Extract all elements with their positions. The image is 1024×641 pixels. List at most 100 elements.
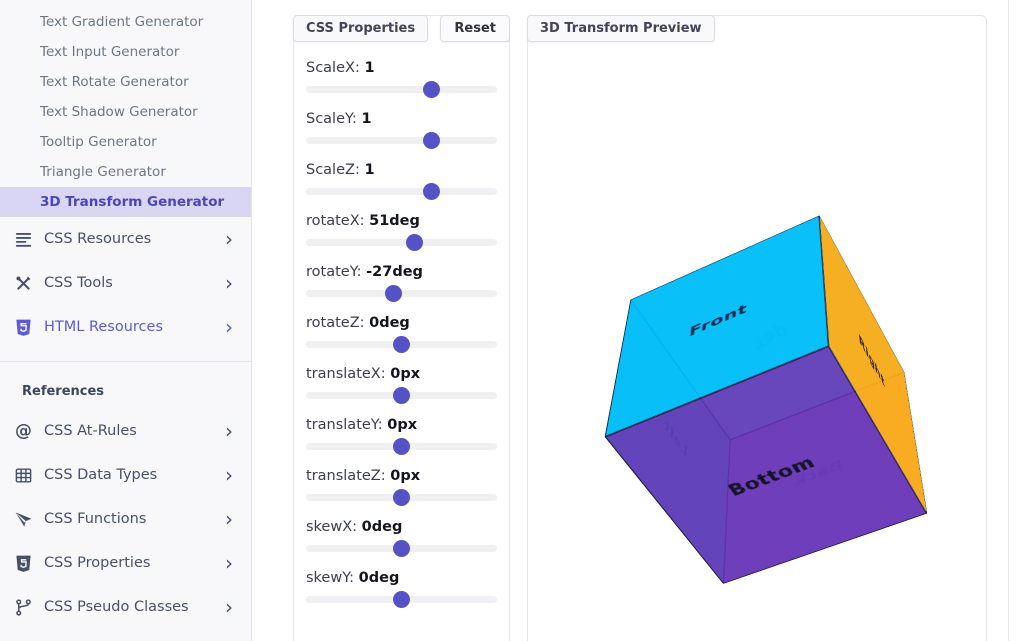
- slider-track-scalez[interactable]: [306, 188, 497, 195]
- cube-face-label: Bottom: [724, 452, 819, 500]
- slider-name: rotateX:: [306, 213, 369, 229]
- slider-name: translateZ:: [306, 468, 390, 484]
- chevron-right-icon: ›: [225, 421, 233, 441]
- sidebar-item-text-rotate-generator[interactable]: Text Rotate Generator: [0, 67, 251, 97]
- sidebar-item-css-pseudo-classes[interactable]: CSS Pseudo Classes ›: [0, 585, 251, 629]
- slider-thumb-skewy[interactable]: [393, 591, 410, 608]
- slider-row-scalex: ScaleX: 1: [306, 60, 497, 93]
- preview-panel: 3D Transform Preview BackTopLeftBottomRi…: [527, 15, 987, 641]
- slider-name: skewX:: [306, 519, 362, 535]
- sidebar-item-label: HTML Resources: [44, 319, 225, 335]
- slider-value: 51deg: [369, 213, 420, 229]
- slider-name: rotateY:: [306, 264, 366, 280]
- sidebar-item-html-resources[interactable]: HTML Resources ›: [0, 305, 251, 349]
- sidebar-item-label: CSS Properties: [44, 555, 225, 571]
- slider-thumb-translatez[interactable]: [393, 489, 410, 506]
- cube-face-label: Front: [688, 300, 747, 339]
- slider-track-rotatez[interactable]: [306, 341, 497, 348]
- sidebar-item-label: CSS At-Rules: [44, 423, 225, 439]
- slider-value: 0px: [390, 366, 420, 382]
- cube-face-label: Right: [858, 330, 886, 391]
- paper-plane-icon: [14, 510, 33, 529]
- slider-name: translateX:: [306, 366, 390, 382]
- sidebar-item-label: CSS Functions: [44, 511, 225, 527]
- slider-value: 1: [364, 60, 374, 76]
- slider-track-rotatex[interactable]: [306, 239, 497, 246]
- slider-track-scalex[interactable]: [306, 86, 497, 93]
- cube-preview: BackTopLeftBottomRightFront: [661, 291, 881, 511]
- slider-thumb-translatey[interactable]: [393, 438, 410, 455]
- chevron-right-icon: ›: [225, 229, 233, 249]
- sidebar-categories: CSS Resources › CSS Tools › HTML Resources ›: [0, 217, 251, 349]
- references-header: References: [0, 362, 251, 409]
- slider-track-skewx[interactable]: [306, 545, 497, 552]
- sidebar-item-text-gradient-generator[interactable]: Text Gradient Generator: [0, 7, 251, 37]
- slider-value: 0px: [387, 417, 417, 433]
- list-icon: [14, 230, 33, 249]
- sidebar-item-css-tools[interactable]: CSS Tools ›: [0, 261, 251, 305]
- sidebar-item-3d-transform-generator[interactable]: 3D Transform Generator: [0, 187, 251, 217]
- sidebar-item-tooltip-generator[interactable]: Tooltip Generator: [0, 127, 251, 157]
- slider-label: skewY: 0deg: [306, 570, 497, 586]
- sidebar-tool-links: Text Gradient Generator Text Input Genera…: [0, 0, 251, 217]
- chevron-right-icon: ›: [225, 465, 233, 485]
- slider-value: 0deg: [369, 315, 410, 331]
- slider-thumb-rotatey[interactable]: [385, 285, 402, 302]
- chevron-right-icon: ›: [225, 317, 233, 337]
- sidebar-item-css-properties[interactable]: CSS Properties ›: [0, 541, 251, 585]
- slider-value: 0px: [390, 468, 420, 484]
- sidebar-item-text-input-generator[interactable]: Text Input Generator: [0, 37, 251, 67]
- sidebar-item-css-at-rules[interactable]: @ CSS At-Rules ›: [0, 409, 251, 453]
- slider-row-translatex: translateX: 0px: [306, 366, 497, 399]
- slider-track-skewy[interactable]: [306, 596, 497, 603]
- sidebar-references: @ CSS At-Rules › CSS Data Types › CSS Functio…: [0, 409, 251, 629]
- slider-track-translatez[interactable]: [306, 494, 497, 501]
- slider-value: 1: [364, 162, 374, 178]
- slider-track-scaley[interactable]: [306, 137, 497, 144]
- slider-row-skewy: skewY: 0deg: [306, 570, 497, 603]
- sidebar-item-label: CSS Tools: [44, 275, 225, 291]
- slider-row-rotatez: rotateZ: 0deg: [306, 315, 497, 348]
- slider-row-translatey: translateY: 0px: [306, 417, 497, 450]
- content-right-border: [1008, 0, 1009, 641]
- html5-icon: [14, 318, 33, 337]
- slider-label: translateY: 0px: [306, 417, 497, 433]
- sidebar-item-text-shadow-generator[interactable]: Text Shadow Generator: [0, 97, 251, 127]
- tools-icon: [14, 274, 33, 293]
- slider-row-rotatex: rotateX: 51deg: [306, 213, 497, 246]
- chevron-right-icon: ›: [225, 273, 233, 293]
- slider-label: ScaleX: 1: [306, 60, 497, 76]
- reset-button[interactable]: Reset: [440, 15, 510, 42]
- slider-track-translatey[interactable]: [306, 443, 497, 450]
- slider-value: 0deg: [362, 519, 403, 535]
- slider-label: rotateX: 51deg: [306, 213, 497, 229]
- sidebar-item-css-resources[interactable]: CSS Resources ›: [0, 217, 251, 261]
- css3-icon: [14, 554, 33, 573]
- slider-name: ScaleY:: [306, 111, 361, 127]
- slider-thumb-skewx[interactable]: [393, 540, 410, 557]
- slider-thumb-translatex[interactable]: [393, 387, 410, 404]
- slider-name: rotateZ:: [306, 315, 369, 331]
- slider-row-skewx: skewX: 0deg: [306, 519, 497, 552]
- sidebar-item-triangle-generator[interactable]: Triangle Generator: [0, 157, 251, 187]
- slider-value: 0deg: [359, 570, 400, 586]
- slider-thumb-rotatez[interactable]: [393, 336, 410, 353]
- sidebar-item-css-data-types[interactable]: CSS Data Types ›: [0, 453, 251, 497]
- slider-name: skewY:: [306, 570, 359, 586]
- chevron-right-icon: ›: [225, 597, 233, 617]
- slider-value: -27deg: [366, 264, 423, 280]
- sidebar: Text Gradient Generator Text Input Genera…: [0, 0, 252, 641]
- sidebar-item-label: CSS Resources: [44, 231, 225, 247]
- preview-tab: 3D Transform Preview: [527, 15, 715, 42]
- slider-thumb-rotatex[interactable]: [406, 234, 423, 251]
- sidebar-item-css-functions[interactable]: CSS Functions ›: [0, 497, 251, 541]
- slider-thumb-scalez[interactable]: [423, 183, 440, 200]
- slider-thumb-scaley[interactable]: [423, 132, 440, 149]
- slider-track-rotatey[interactable]: [306, 290, 497, 297]
- slider-track-translatex[interactable]: [306, 392, 497, 399]
- slider-row-scalez: ScaleZ: 1: [306, 162, 497, 195]
- table-icon: [14, 466, 33, 485]
- slider-label: translateZ: 0px: [306, 468, 497, 484]
- chevron-right-icon: ›: [225, 509, 233, 529]
- slider-thumb-scalex[interactable]: [423, 81, 440, 98]
